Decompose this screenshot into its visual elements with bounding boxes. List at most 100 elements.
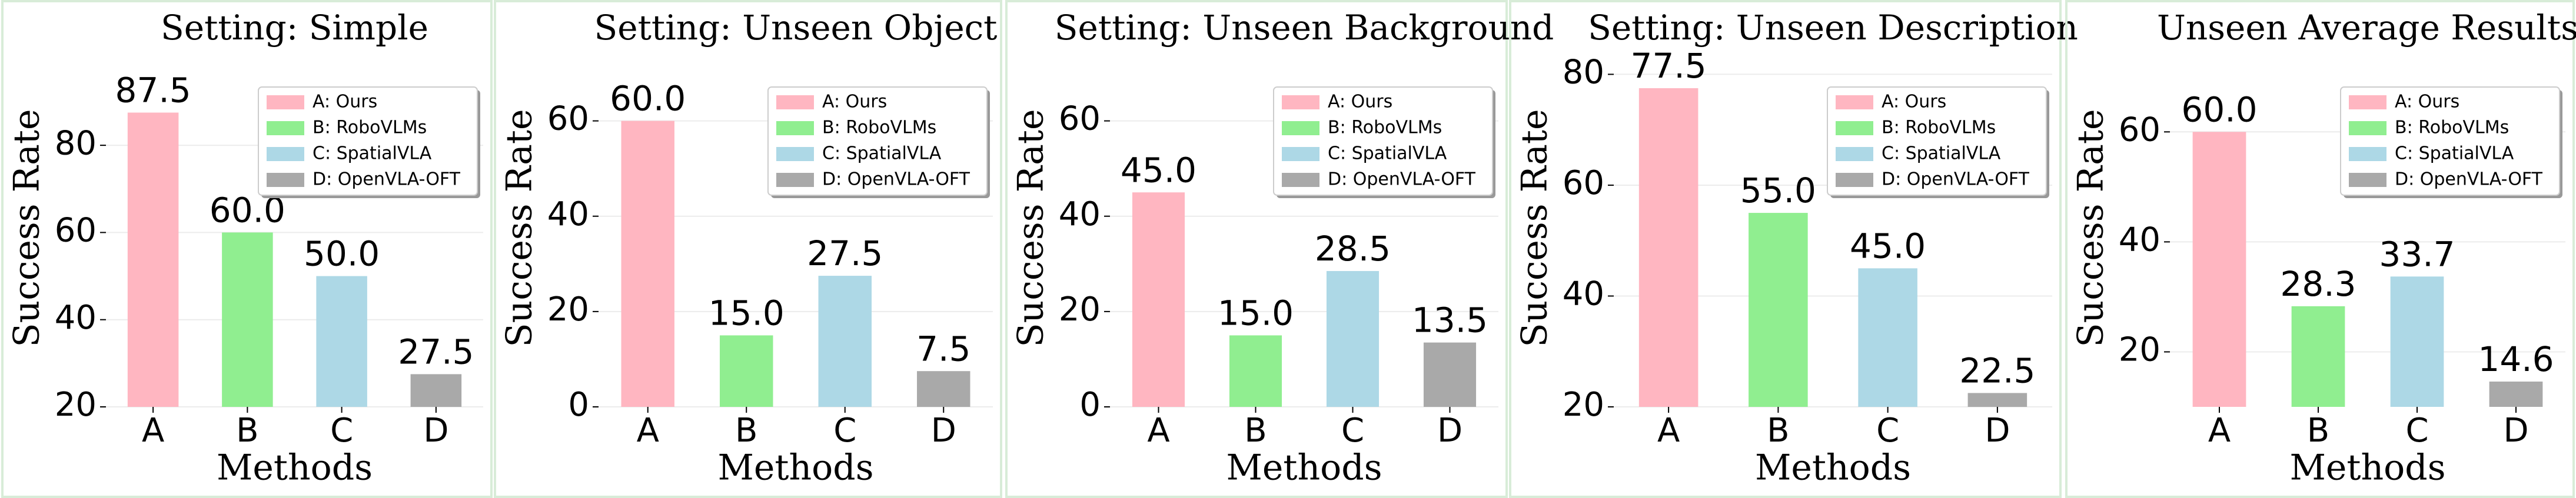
y-tick-label: 20: [55, 386, 97, 424]
y-tick-label: 60: [55, 212, 97, 250]
legend-label: C: SpatialVLA: [1882, 143, 2001, 164]
bar: [2192, 132, 2246, 407]
y-tick-label: 0: [568, 386, 589, 424]
legend-label: B: RoboVLMs: [313, 118, 427, 138]
bar: [1229, 335, 1282, 407]
x-tick-label: C: [1341, 412, 1364, 450]
legend-label: B: RoboVLMs: [1328, 118, 1442, 138]
panel-frame: [1, 0, 493, 498]
legend-box: [1273, 86, 1493, 196]
legend-swatch: [267, 95, 304, 109]
legend-swatch: [1836, 147, 1873, 161]
y-tick-label: 20: [2119, 331, 2160, 369]
legend-label: A: Ours: [1882, 92, 1946, 112]
bar: [818, 276, 872, 407]
value-label: 55.0: [1740, 171, 1816, 210]
y-tick-label: 20: [1059, 290, 1101, 329]
legend-label: A: Ours: [1328, 92, 1392, 112]
x-axis-label: Methods: [1226, 447, 1382, 489]
y-tick-label: 20: [547, 290, 589, 329]
bar: [222, 232, 273, 407]
chart-title: Setting: Unseen Description: [1588, 8, 2078, 48]
value-label: 60.0: [2181, 89, 2257, 129]
y-tick-label: 20: [1563, 386, 1604, 424]
legend-label: B: RoboVLMs: [2395, 118, 2509, 138]
value-label: 27.5: [398, 332, 474, 372]
chart-title: Unseen Average Results: [2157, 8, 2576, 48]
value-label: 7.5: [916, 329, 970, 369]
y-tick-label: 60: [1059, 100, 1101, 138]
legend: A: Ours B: RoboVLMs C: SpatialVLA D: OpenVL…: [2340, 86, 2562, 198]
value-label: 28.5: [1315, 229, 1391, 269]
x-tick-label: C: [330, 412, 353, 450]
x-tick-label: A: [637, 412, 659, 450]
value-label: 60.0: [610, 79, 686, 119]
bar: [2291, 306, 2345, 407]
bar: [316, 276, 367, 407]
bar: [917, 371, 970, 407]
bar: [1749, 213, 1808, 407]
x-tick-label: D: [2503, 412, 2528, 450]
y-tick-label: 0: [1079, 386, 1101, 424]
legend-label: D: OpenVLA-OFT: [2395, 169, 2543, 190]
legend-swatch: [776, 147, 814, 161]
x-tick-label: D: [931, 412, 956, 450]
legend-swatch: [1282, 147, 1319, 161]
y-axis-label: Success Rate: [499, 109, 540, 347]
legend: A: Ours B: RoboVLMs C: SpatialVLA D: OpenVL…: [767, 86, 990, 198]
legend-label: C: SpatialVLA: [313, 143, 432, 164]
legend-swatch: [776, 173, 814, 187]
x-tick-label: C: [2405, 412, 2428, 450]
value-label: 27.5: [807, 233, 883, 273]
legend-swatch: [776, 121, 814, 135]
legend: A: Ours B: RoboVLMs C: SpatialVLA D: OpenVL…: [258, 86, 480, 198]
value-label: 50.0: [304, 234, 380, 274]
value-label: 28.3: [2280, 264, 2356, 304]
bar: [1858, 268, 1917, 407]
legend-swatch: [1282, 173, 1319, 187]
x-tick-label: C: [833, 412, 856, 450]
x-tick-label: C: [1876, 412, 1899, 450]
x-axis-label: Methods: [217, 447, 373, 489]
y-axis-label: Success Rate: [6, 109, 48, 347]
y-tick-label: 80: [55, 124, 97, 162]
y-tick-label: 40: [55, 299, 97, 337]
legend-box: [258, 86, 478, 196]
bar: [1326, 270, 1380, 407]
value-label: 45.0: [1121, 150, 1196, 190]
x-axis-label: Methods: [2289, 447, 2445, 489]
y-axis-label: Success Rate: [1514, 109, 1555, 347]
legend-swatch: [267, 121, 304, 135]
legend: A: Ours B: RoboVLMs C: SpatialVLA D: OpenVL…: [1827, 86, 2049, 198]
y-tick-label: 40: [1563, 275, 1604, 313]
chart-title: Setting: Unseen Background: [1055, 8, 1554, 48]
legend-swatch: [1836, 95, 1873, 109]
y-tick-label: 60: [2119, 111, 2160, 149]
legend-label: C: SpatialVLA: [2395, 143, 2514, 164]
value-label: 14.6: [2478, 339, 2554, 379]
bar: [2489, 381, 2543, 407]
x-tick-label: B: [2307, 412, 2329, 450]
bar: [1423, 342, 1477, 407]
legend-swatch: [2349, 147, 2386, 161]
x-tick-label: D: [423, 412, 448, 450]
panel-frame: [494, 0, 1002, 498]
y-tick-label: 40: [547, 195, 589, 233]
legend-box: [2340, 86, 2560, 196]
y-tick-label: 60: [547, 100, 589, 138]
bar: [621, 121, 674, 407]
x-tick-label: D: [1985, 412, 2010, 450]
y-tick-label: 60: [1563, 164, 1604, 202]
bar: [1638, 88, 1699, 407]
legend-label: C: SpatialVLA: [822, 143, 942, 164]
value-label: 13.5: [1412, 300, 1488, 340]
legend-label: D: OpenVLA-OFT: [1882, 169, 2030, 190]
legend: A: Ours B: RoboVLMs C: SpatialVLA D: OpenVL…: [1273, 86, 1495, 198]
y-tick-label: 80: [1563, 54, 1604, 92]
panel-frame: [2065, 0, 2575, 498]
value-label: 33.7: [2379, 234, 2455, 274]
legend-label: B: RoboVLMs: [822, 118, 936, 138]
legend-swatch: [1282, 95, 1319, 109]
value-label: 15.0: [709, 293, 785, 333]
